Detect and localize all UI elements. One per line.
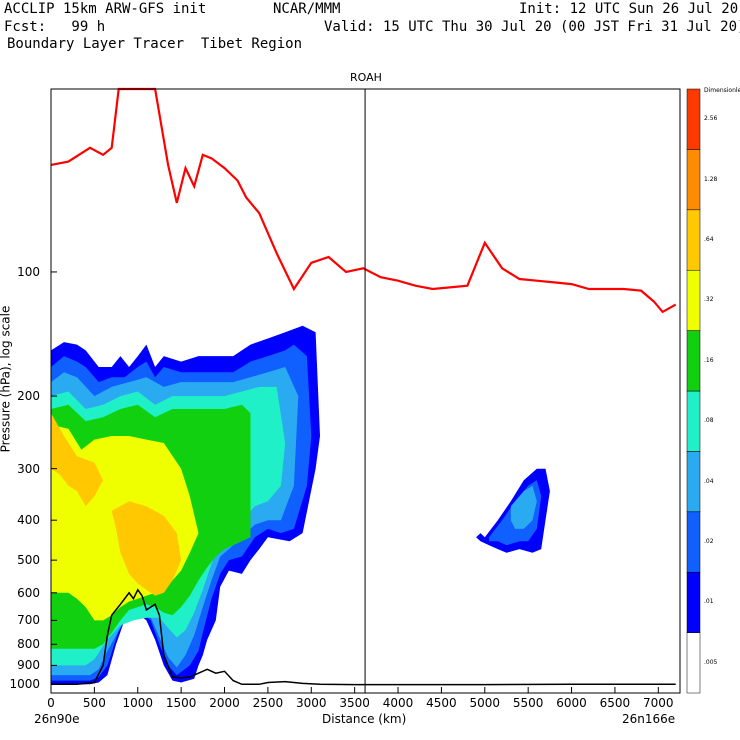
x-tick-label-5500: 5500: [512, 696, 544, 710]
y-tick-label-300: 300: [17, 461, 40, 476]
colorbar-swatch-9: [686, 88, 701, 150]
header-line2-right: Valid: 15 UTC Thu 30 Jul 20 (00 JST Fri …: [324, 19, 740, 35]
y-axis-label: Pressure (hPa), log scale: [0, 305, 13, 453]
x-tick-label-500: 500: [82, 696, 106, 710]
colorbar-label-3: .04: [704, 477, 714, 485]
y-tick-label-700: 700: [17, 613, 40, 628]
x-tick-label-1500: 1500: [165, 696, 197, 710]
y-tick-label-100: 100: [17, 264, 40, 279]
x-tick-label-2000: 2000: [209, 696, 240, 710]
header-line1-mid: NCAR/MMM: [273, 1, 341, 17]
colorbar-label-8: 1.28: [704, 175, 718, 183]
y-tick-label-200: 200: [17, 389, 40, 404]
colorbar-label-2: .02: [704, 538, 714, 545]
x-tick-label-6500: 6500: [599, 696, 631, 710]
colorbar-label-4: .08: [704, 417, 714, 425]
header-line3-left: Boundary Layer Tracer Tibet Region: [7, 36, 303, 52]
tracer-contour-level-7-6: [51, 413, 104, 507]
chart-title: ROAH: [350, 71, 382, 84]
y-tick-label-900: 900: [17, 658, 40, 673]
colorbar-title: Dimensionless: [704, 87, 740, 94]
tracer-contour-level-3-10: [510, 485, 537, 529]
x-tick-label-0: 0: [47, 696, 55, 710]
colorbar-swatch-8: [686, 149, 701, 211]
colorbar-swatch-2: [686, 511, 701, 573]
x-tick-label-4000: 4000: [382, 696, 414, 710]
colorbar-label-5: .16: [704, 356, 714, 364]
header-line1-right: Init: 12 UTC Sun 26 Jul 20: [519, 1, 739, 17]
y-tick-label-800: 800: [17, 637, 40, 652]
colorbar-label-6: .32: [704, 296, 714, 304]
x-tick-label-2500: 2500: [252, 696, 284, 710]
x-tick-label-1000: 1000: [122, 696, 154, 710]
tracer-contour-level-7-7: [111, 501, 182, 596]
colorbar-swatch-6: [686, 269, 701, 331]
x-tick-label-3500: 3500: [339, 696, 370, 710]
plot-frame: [50, 88, 681, 694]
tropopause-line: [50, 87, 677, 314]
x-tick-label-6000: 6000: [556, 696, 587, 710]
terrain-line: [51, 588, 676, 686]
colorbar-swatch-3: [686, 451, 701, 513]
colorbar: [686, 88, 701, 694]
colorbar-swatch-5: [686, 330, 701, 392]
tracer-contours: [51, 325, 550, 685]
colorbar-swatch-4: [686, 390, 701, 452]
colorbar-label-7: .64: [704, 236, 714, 243]
x-tick-label-3000: 3000: [295, 696, 327, 710]
y-tick-label-400: 400: [17, 513, 40, 528]
colorbar-swatch-7: [686, 209, 701, 271]
header-line2-left: Fcst: 99 h: [4, 19, 106, 35]
colorbar-swatch-0: [686, 632, 701, 694]
x-tick-label-5000: 5000: [469, 696, 501, 710]
x-tick-label-7000: 7000: [643, 696, 674, 710]
x-tick-label-4500: 4500: [426, 696, 457, 710]
header-line1-left: ACCLIP 15km ARW-GFS init: [4, 1, 207, 17]
x-start-label: 26n90e: [34, 712, 80, 726]
y-tick-label-600: 600: [17, 585, 40, 600]
colorbar-label-1: .01: [704, 598, 714, 606]
y-tick-label-500: 500: [17, 553, 40, 568]
colorbar-label-9: 2.56: [704, 115, 718, 123]
y-tick-label-1000: 1000: [9, 677, 40, 692]
colorbar-swatch-1: [686, 571, 701, 633]
x-end-label: 26n166e: [622, 712, 676, 726]
x-axis-label: Distance (km): [322, 712, 407, 726]
colorbar-label-0: .005: [704, 658, 718, 666]
